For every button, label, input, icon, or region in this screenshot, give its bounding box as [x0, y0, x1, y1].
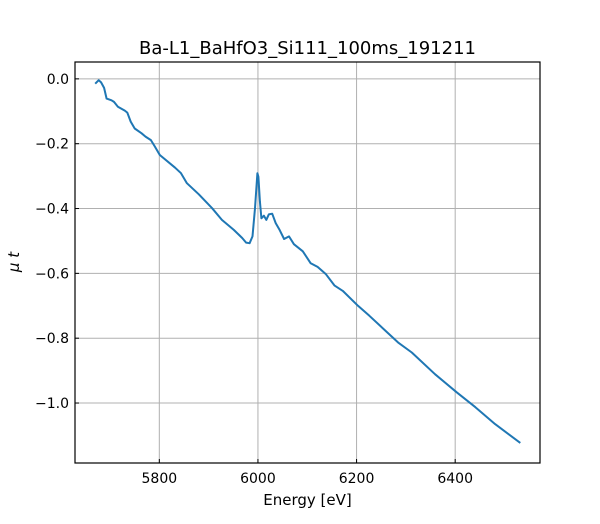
series-line-mu_t [94, 79, 521, 444]
y-tick-label: −1.0 [35, 396, 69, 412]
x-tick-label: 5800 [142, 471, 178, 487]
y-tick-label: 0.0 [47, 72, 69, 88]
x-tick-label: 6000 [240, 471, 276, 487]
ticks: 5800 6000 6200 6400 0.0 −0.2 −0.4 −0.6 −0.8 −1.0 [35, 72, 473, 487]
x-tick-label: 6200 [339, 471, 375, 487]
series [94, 79, 521, 444]
y-tick-label: −0.4 [35, 202, 69, 218]
y-tick-label: −0.8 [35, 331, 69, 347]
chart-title: Ba-L1_BaHfO3_Si111_100ms_191211 [139, 38, 476, 59]
plot-frame [74, 61, 541, 464]
y-axis-label: μ t [5, 251, 23, 273]
x-axis-label: Energy [eV] [263, 491, 351, 509]
x-tick-label: 6400 [437, 471, 473, 487]
y-tick-label: −0.2 [35, 137, 69, 153]
y-tick-label: −0.6 [35, 266, 69, 282]
